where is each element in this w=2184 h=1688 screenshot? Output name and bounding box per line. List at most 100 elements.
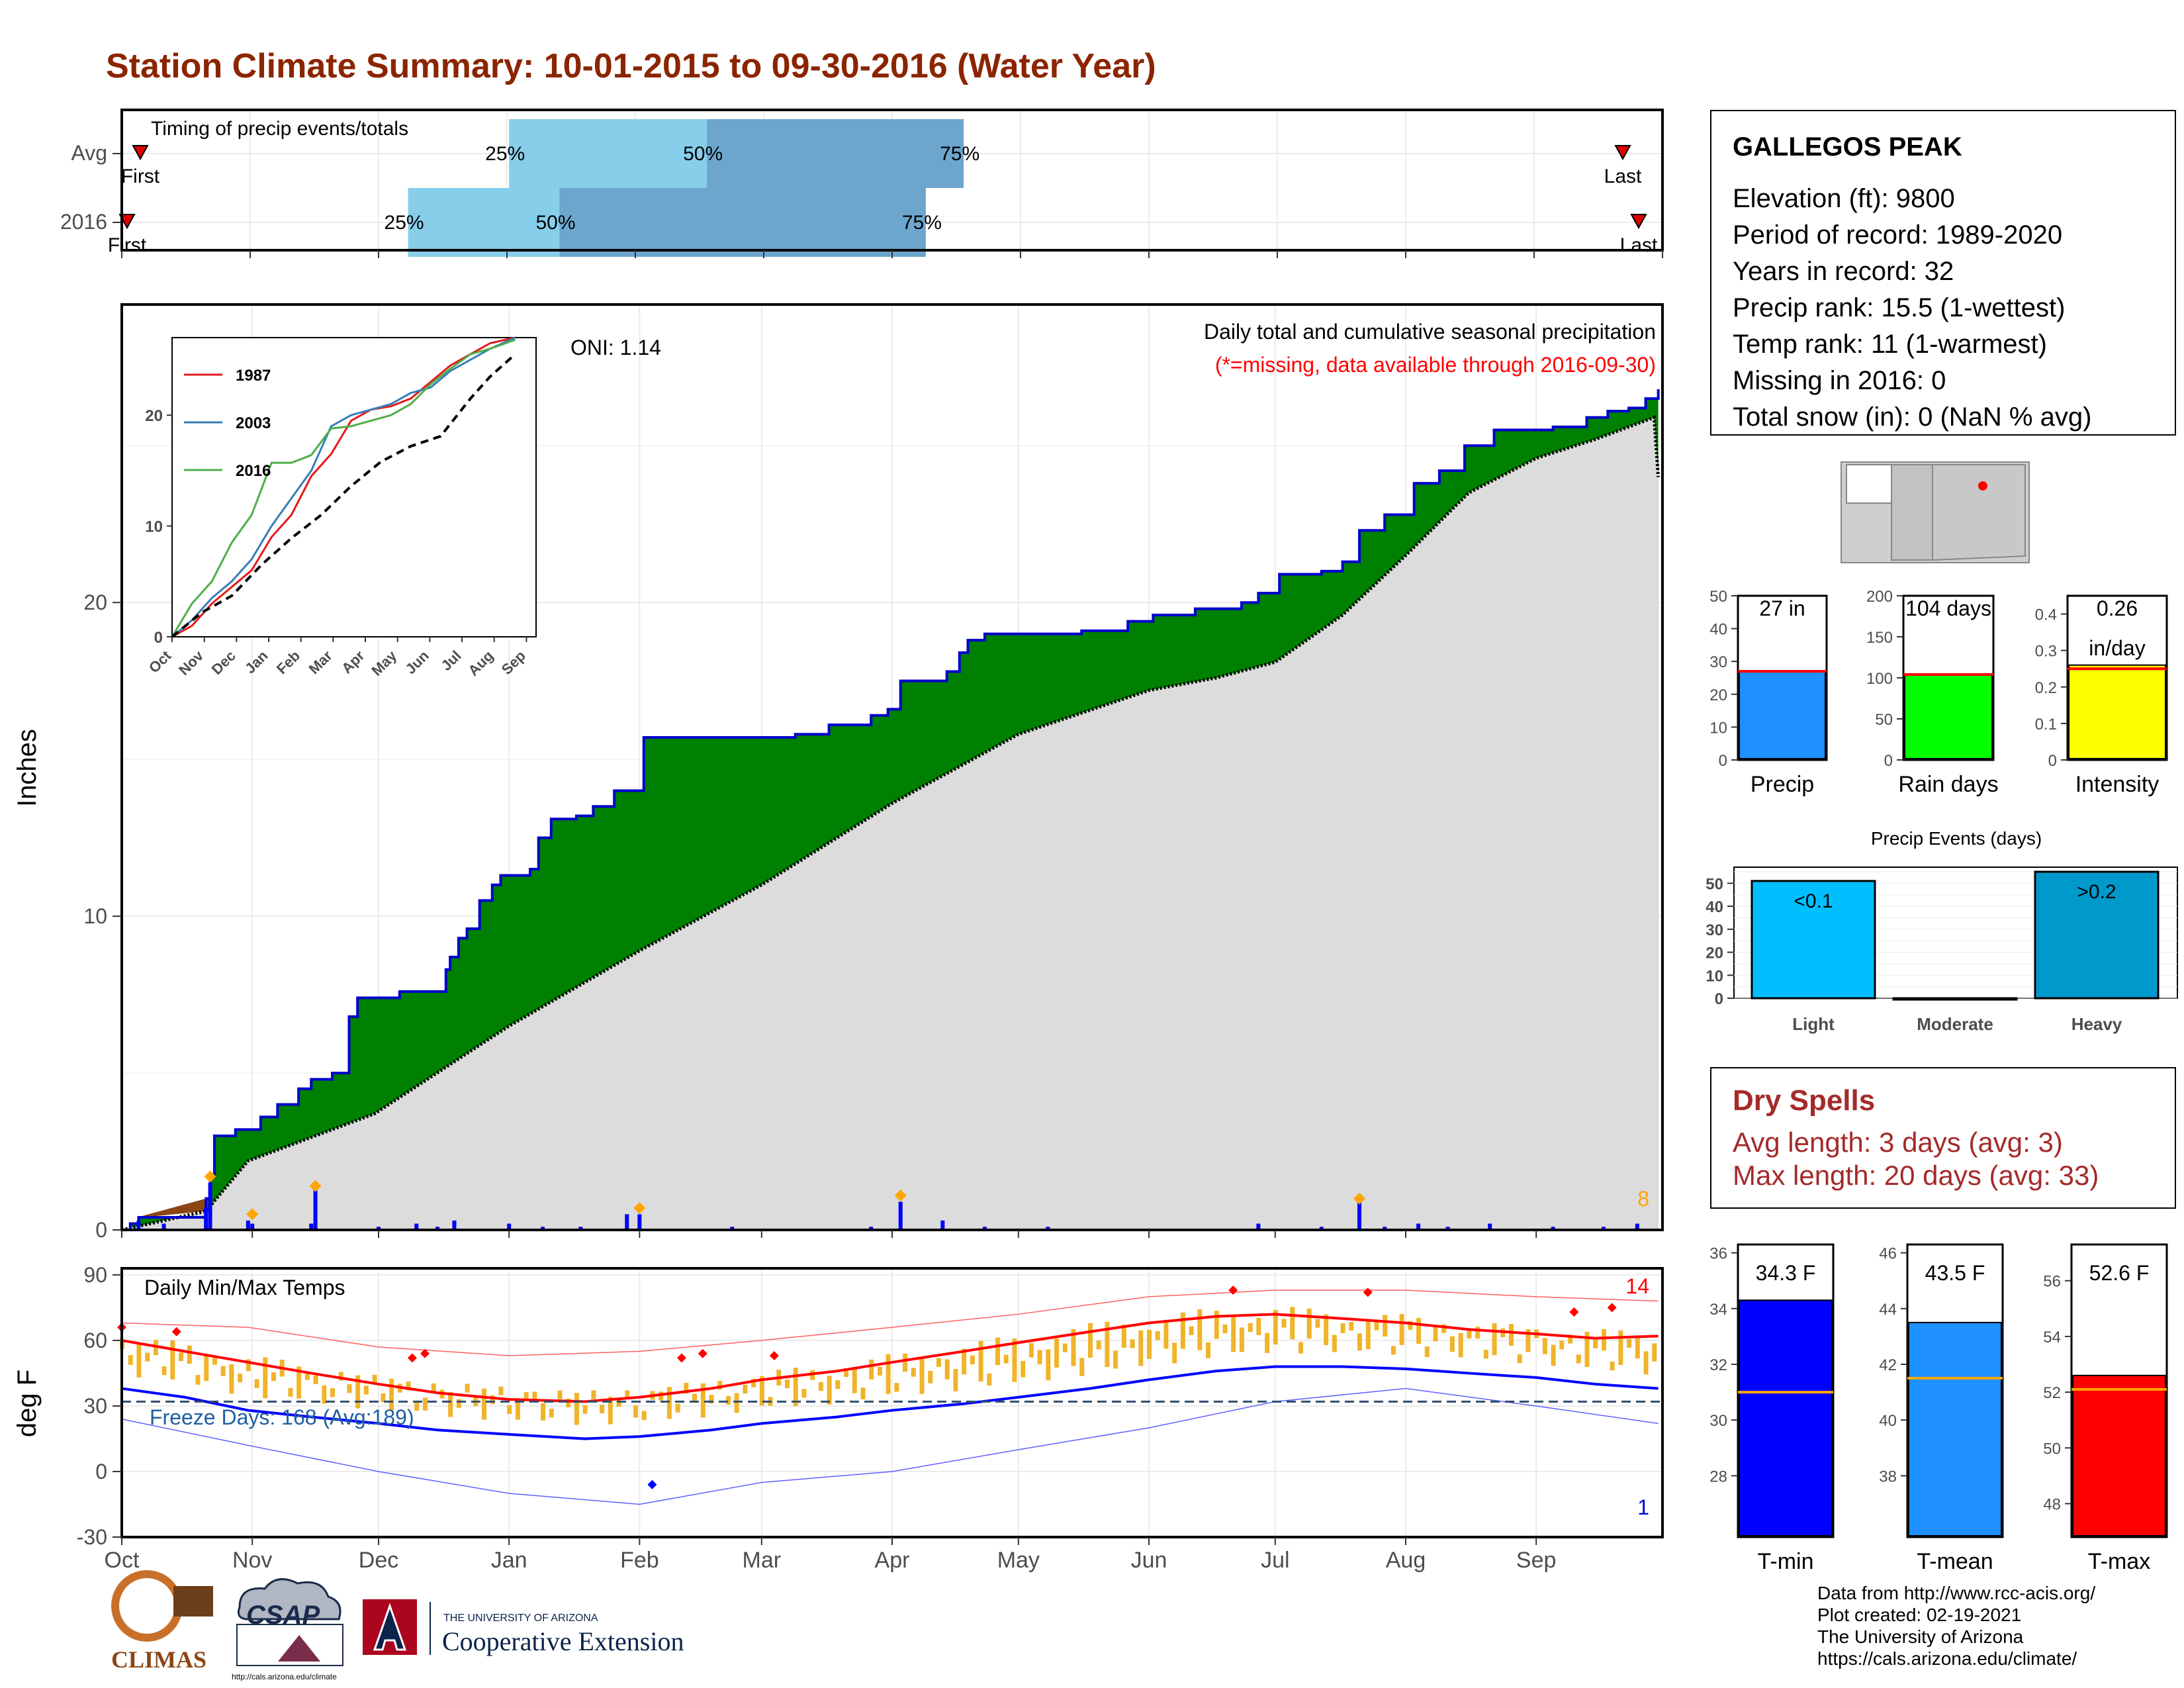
temp-daily-range-bar xyxy=(322,1385,327,1404)
timing-bar-q50-q75 xyxy=(707,119,964,188)
temp-daily-range-bar xyxy=(304,1371,310,1380)
temp-daily-range-bar xyxy=(1138,1330,1144,1366)
temp-daily-range-bar xyxy=(1576,1354,1581,1364)
temp-daily-range-bar xyxy=(1449,1336,1455,1352)
inset-ytick-label: 20 xyxy=(145,407,163,425)
temp-daily-range-bar xyxy=(1087,1323,1093,1358)
dry-spells-heading: Dry Spells xyxy=(1733,1084,1876,1117)
timing-last-label: Last xyxy=(1620,234,1658,256)
temp-daily-range-bar xyxy=(1071,1329,1076,1366)
temp-gauge-ytick-label: 52 xyxy=(2043,1384,2061,1402)
precip-gauge-ytick-label: 20 xyxy=(1709,686,1727,704)
station-missing: Missing in 2016: 0 xyxy=(1733,366,1946,395)
precip-daily-bar xyxy=(246,1220,250,1230)
station-years: Years in record: 32 xyxy=(1733,257,1954,286)
temp-xtick-label: Jan xyxy=(491,1548,527,1573)
temp-record-max-marker xyxy=(769,1351,779,1361)
precip-daily-bar xyxy=(208,1182,212,1230)
temp-daily-range-bar xyxy=(1113,1350,1118,1369)
temp-daily-range-bar xyxy=(625,1390,630,1399)
timing-row-label: Avg xyxy=(71,141,107,165)
temp-daily-range-bar xyxy=(1290,1307,1295,1340)
temp-daily-range-bar xyxy=(1433,1326,1438,1342)
precip-daily-bar xyxy=(1383,1227,1387,1230)
temp-daily-range-bar xyxy=(1593,1339,1598,1348)
precip-daily-bar xyxy=(898,1201,903,1230)
inset-ytick-label: 0 xyxy=(154,629,163,647)
precip-gauge-ytick-label: 0.4 xyxy=(2035,606,2057,624)
temp-daily-range-bar xyxy=(1062,1343,1068,1352)
temp-gauge-ytick-label: 36 xyxy=(1709,1245,1727,1263)
precip-below-average-area xyxy=(142,1198,206,1218)
temp-record-max-marker xyxy=(676,1353,686,1363)
temp-daily-range-bar xyxy=(1383,1315,1388,1337)
timing-first-marker xyxy=(118,214,136,230)
credit-source: Data from http://www.rcc-acis.org/ xyxy=(1817,1583,2096,1603)
station-location-marker xyxy=(1978,481,1987,491)
precip-daily-bar xyxy=(452,1220,457,1230)
precip-events-ytick-label: 30 xyxy=(1706,921,1723,939)
precip-extreme-count: 8 xyxy=(1637,1187,1649,1211)
credit-university: The University of Arizona xyxy=(1817,1626,2024,1647)
precip-gauge-ytick-label: 0 xyxy=(2048,752,2057,770)
precip-gauge-value-unit: in/day xyxy=(2089,636,2145,660)
temp-gauge-ytick-label: 46 xyxy=(1879,1245,1897,1263)
precip-gauge-bar xyxy=(1739,671,1826,760)
station-temp-rank: Temp rank: 11 (1-warmest) xyxy=(1733,330,2047,359)
temp-daily-range-bar xyxy=(582,1405,588,1414)
temp-ytick-label: -30 xyxy=(77,1525,107,1549)
temp-record-max-marker xyxy=(1363,1288,1373,1297)
temp-gauge-label: T-mean xyxy=(1917,1549,1993,1574)
precip-daily-bar xyxy=(578,1227,583,1230)
precip-gauge-ytick-label: 50 xyxy=(1875,711,1893,729)
temp-daily-range-bar xyxy=(271,1372,276,1382)
temp-xtick-label: Apr xyxy=(875,1548,910,1573)
precip-gauge-label: Rain days xyxy=(1898,772,1998,797)
temp-xtick-label: Aug xyxy=(1386,1548,1426,1573)
precip-events-ytick-label: 0 xyxy=(1715,990,1723,1008)
temp-daily-range-bar xyxy=(608,1397,613,1425)
precip-daily-bar xyxy=(309,1223,314,1230)
locator-map-new-mexico xyxy=(1932,464,2026,561)
temp-daily-range-bar xyxy=(1467,1329,1472,1339)
temp-daily-range-bar xyxy=(700,1383,705,1418)
precip-gauge-value: 27 in xyxy=(1759,596,1805,620)
temp-daily-range-bar xyxy=(515,1401,520,1420)
precip-gauge-ytick-label: 0 xyxy=(1884,752,1893,770)
temp-xtick-label: Sep xyxy=(1516,1548,1557,1573)
precip-events-category: Moderate xyxy=(1917,1014,1993,1034)
temp-daily-range-bar xyxy=(498,1386,504,1395)
temp-daily-range-bar xyxy=(145,1352,150,1362)
timing-last-label: Last xyxy=(1604,165,1642,187)
temp-daily-range-bar xyxy=(381,1393,386,1403)
temp-daily-range-bar xyxy=(1475,1327,1480,1339)
precip-gauge-label: Precip xyxy=(1751,772,1814,797)
temp-daily-range-bar xyxy=(659,1391,664,1401)
temp-daily-range-bar xyxy=(1424,1346,1430,1358)
temp-daily-range-bar xyxy=(953,1369,958,1391)
temp-daily-range-bar xyxy=(1231,1317,1236,1352)
precip-daily-bar xyxy=(1488,1223,1492,1230)
temp-daily-range-bar xyxy=(161,1366,167,1376)
precip-events-bar xyxy=(1892,997,2018,1001)
temp-daily-range-bar xyxy=(1121,1325,1126,1348)
temp-daily-range-bar xyxy=(187,1345,192,1364)
temp-daily-range-bar xyxy=(1492,1323,1497,1356)
dry-spells-max: Max length: 20 days (avg: 33) xyxy=(1733,1160,2099,1191)
inset-series-line xyxy=(171,353,516,638)
temp-gauge-label: T-max xyxy=(2088,1549,2150,1574)
precip-daily-bar xyxy=(1445,1227,1450,1230)
temp-gauge-ytick-label: 44 xyxy=(1879,1301,1897,1319)
precip-events-bar xyxy=(1751,880,1876,1000)
temp-daily-range-bar xyxy=(911,1368,916,1377)
temp-xtick-label: Dec xyxy=(359,1548,398,1573)
temp-daily-range-bar xyxy=(877,1366,882,1376)
temp-gauge-label: T-min xyxy=(1758,1549,1814,1574)
precip-gauge-ytick-label: 10 xyxy=(1709,719,1727,737)
station-precip-rank: Precip rank: 15.5 (1-wettest) xyxy=(1733,293,2066,322)
temp-daily-range-bar xyxy=(970,1355,975,1364)
precip-gauge-ytick-label: 50 xyxy=(1709,588,1727,606)
temp-daily-range-bar xyxy=(734,1393,739,1413)
temp-daily-range-bar xyxy=(507,1405,512,1415)
temp-daily-range-bar xyxy=(743,1385,748,1394)
